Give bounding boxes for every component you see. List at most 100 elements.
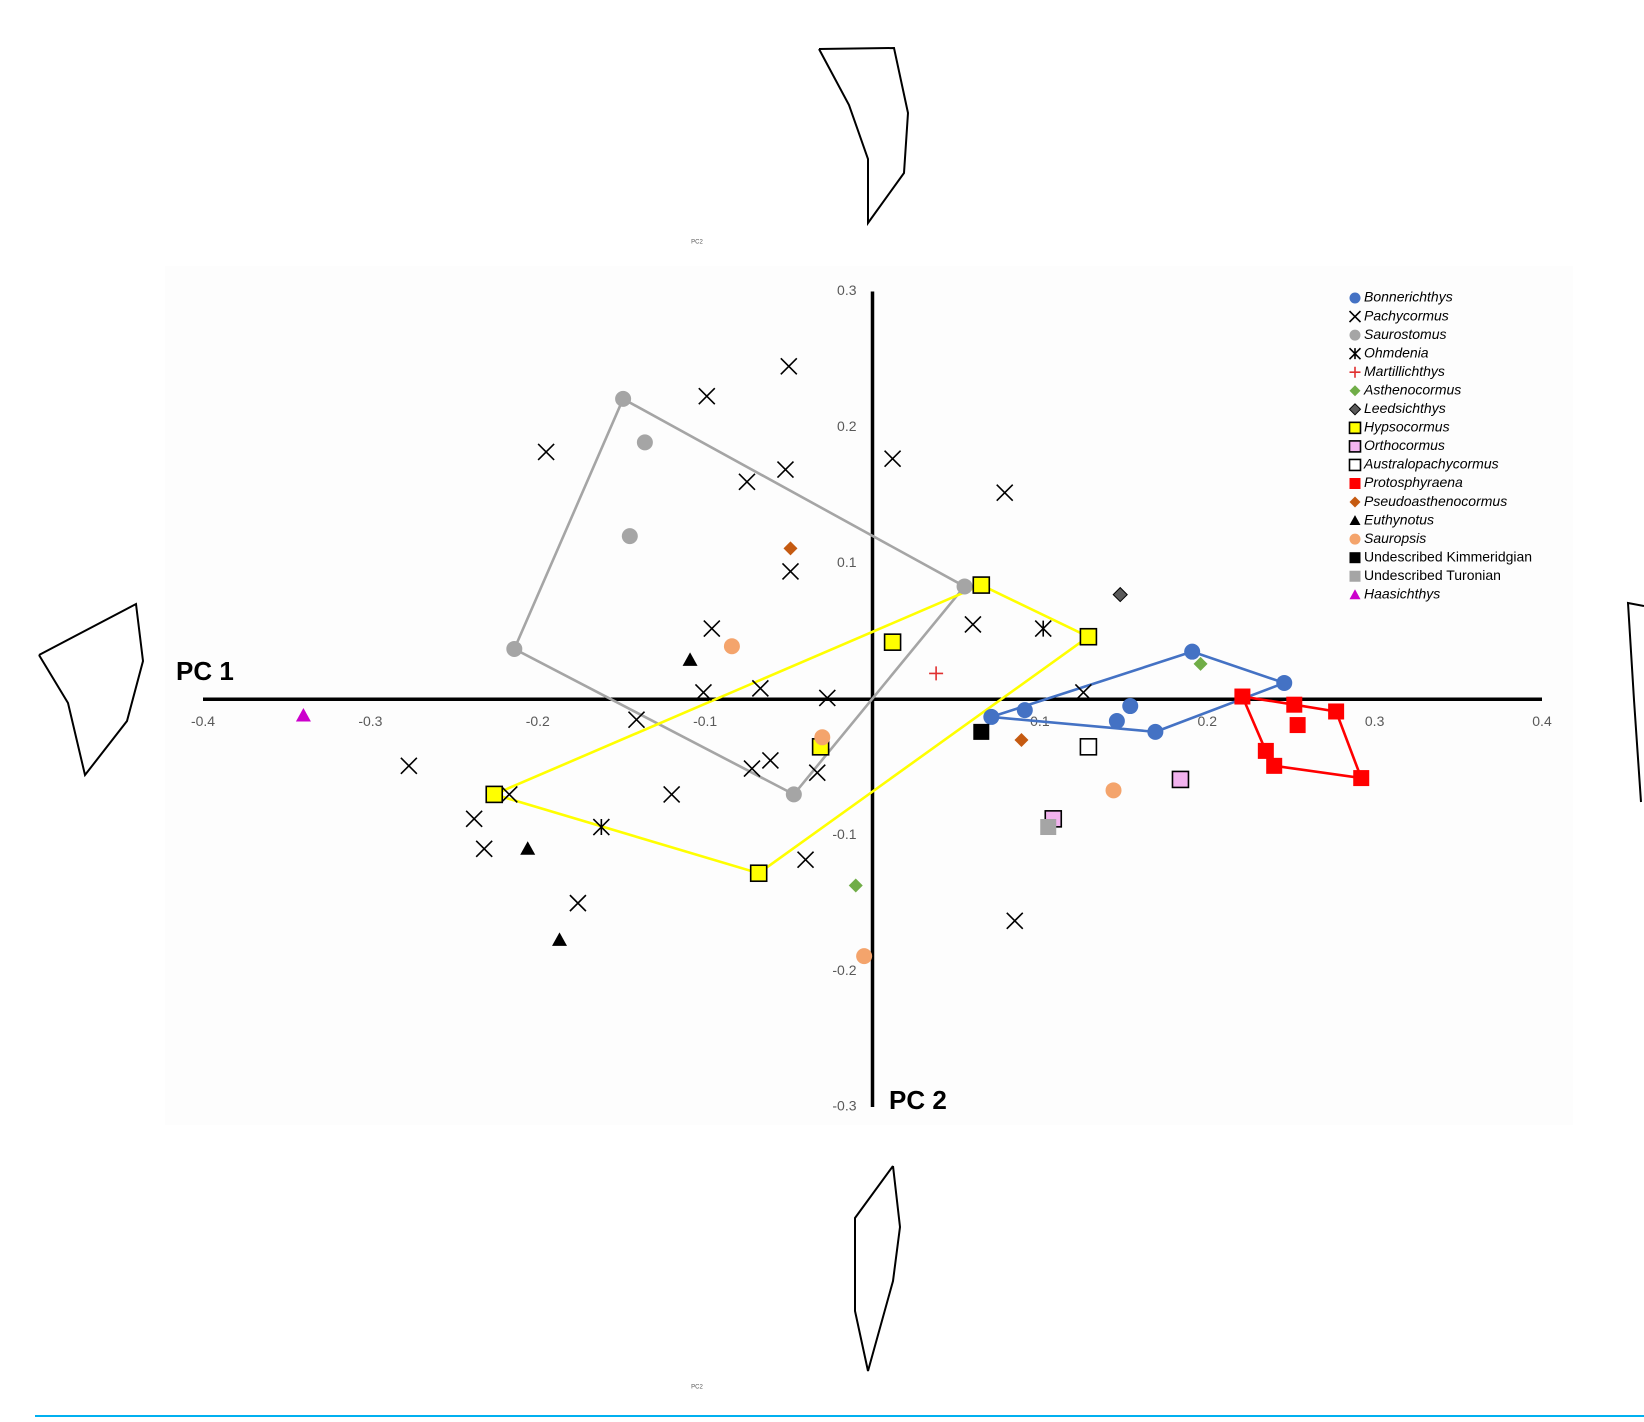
y-tick-label: 0.3 bbox=[837, 282, 857, 298]
point bbox=[569, 894, 587, 912]
point bbox=[783, 541, 798, 556]
point bbox=[761, 751, 779, 769]
point bbox=[1079, 627, 1098, 646]
point bbox=[743, 760, 761, 778]
legend-label: Pachycormus bbox=[1364, 307, 1449, 323]
legend-label: Orthocormus bbox=[1364, 437, 1445, 453]
point bbox=[400, 757, 418, 775]
point bbox=[848, 878, 863, 893]
point bbox=[776, 460, 795, 479]
point bbox=[785, 786, 802, 803]
legend-marker bbox=[1349, 292, 1361, 304]
shape-outline bbox=[1626, 601, 1644, 803]
legend-label: Sauropsis bbox=[1364, 530, 1426, 546]
x-tick-label: -0.1 bbox=[693, 713, 717, 729]
legend-marker bbox=[1349, 570, 1361, 582]
point bbox=[972, 576, 991, 594]
point bbox=[956, 578, 973, 595]
legend-label: Saurostomus bbox=[1364, 326, 1446, 342]
point bbox=[663, 785, 681, 803]
legend-label: Protosphyraena bbox=[1364, 474, 1463, 490]
point bbox=[1257, 742, 1274, 759]
point bbox=[537, 443, 555, 461]
point bbox=[808, 764, 826, 782]
point bbox=[996, 484, 1014, 502]
x-tick-label: -0.3 bbox=[358, 713, 382, 729]
legend-label: Australopachycormus bbox=[1363, 456, 1499, 472]
plot-area bbox=[165, 266, 1573, 1125]
point bbox=[780, 357, 798, 375]
point bbox=[636, 434, 653, 451]
shape-label: PC2 bbox=[691, 1385, 703, 1391]
legend-label: Leedsichthys bbox=[1364, 400, 1446, 416]
legend-marker bbox=[1349, 552, 1361, 564]
x-tick-label: -0.4 bbox=[191, 713, 215, 729]
legend-marker bbox=[1348, 347, 1362, 360]
legend-marker bbox=[1349, 366, 1361, 378]
x-tick-label: -0.2 bbox=[526, 713, 550, 729]
point bbox=[1328, 703, 1345, 720]
point bbox=[814, 729, 831, 746]
point bbox=[856, 948, 873, 965]
legend-label: Pseudoasthenocormus bbox=[1364, 493, 1507, 509]
legend-label: Undescribed Kimmeridgian bbox=[1364, 548, 1532, 564]
point bbox=[592, 818, 610, 836]
legend-marker bbox=[1348, 310, 1362, 323]
point bbox=[694, 683, 713, 702]
point bbox=[1234, 688, 1251, 705]
point bbox=[929, 666, 944, 681]
y-tick-label: -0.1 bbox=[832, 826, 856, 842]
point bbox=[723, 638, 740, 655]
legend-label: Ohmdenia bbox=[1364, 344, 1429, 360]
point bbox=[552, 932, 568, 946]
point bbox=[485, 785, 504, 804]
point bbox=[621, 528, 638, 545]
legend-label: Martillichthys bbox=[1364, 363, 1445, 379]
shape-outline bbox=[854, 1165, 902, 1372]
x-tick-label: 0.4 bbox=[1532, 713, 1552, 729]
legend-label: Hypsocormus bbox=[1364, 419, 1450, 435]
legend-label: Undescribed Turonian bbox=[1364, 567, 1501, 583]
point bbox=[520, 841, 536, 855]
point bbox=[1289, 717, 1306, 734]
legend-marker bbox=[1349, 496, 1361, 508]
point bbox=[964, 615, 982, 634]
point bbox=[749, 864, 768, 883]
y-tick-label: 0.1 bbox=[837, 554, 857, 570]
x-tick-label: 0.3 bbox=[1365, 713, 1385, 729]
legend-marker bbox=[1349, 515, 1361, 525]
point bbox=[1286, 696, 1303, 713]
x-tick-label: 0.2 bbox=[1198, 713, 1218, 729]
point bbox=[1193, 656, 1208, 671]
legend-marker bbox=[1349, 478, 1361, 489]
point bbox=[738, 473, 756, 491]
point bbox=[682, 652, 698, 666]
point bbox=[465, 810, 483, 828]
point bbox=[1034, 620, 1052, 638]
point bbox=[883, 633, 902, 651]
point bbox=[703, 620, 721, 638]
point bbox=[1074, 683, 1092, 702]
legend-marker bbox=[1349, 385, 1361, 397]
point bbox=[1171, 770, 1190, 789]
point bbox=[615, 390, 632, 407]
legend-marker bbox=[1348, 440, 1362, 453]
point bbox=[475, 840, 493, 858]
point bbox=[500, 785, 518, 803]
legend-marker bbox=[1348, 403, 1362, 416]
point bbox=[698, 387, 716, 405]
point bbox=[818, 689, 836, 707]
y-tick-label: -0.2 bbox=[832, 962, 856, 978]
legend-label: Asthenocormus bbox=[1363, 381, 1461, 397]
legend-label: Haasichthys bbox=[1364, 586, 1440, 602]
shape-outline bbox=[38, 602, 145, 778]
y-tick-label: 0.2 bbox=[837, 418, 857, 434]
y-tick-label: -0.3 bbox=[832, 1098, 856, 1114]
point bbox=[1353, 770, 1370, 787]
legend-marker bbox=[1348, 458, 1362, 472]
point bbox=[1147, 723, 1164, 740]
point bbox=[796, 851, 815, 869]
point bbox=[1122, 698, 1139, 715]
point bbox=[1040, 819, 1057, 836]
